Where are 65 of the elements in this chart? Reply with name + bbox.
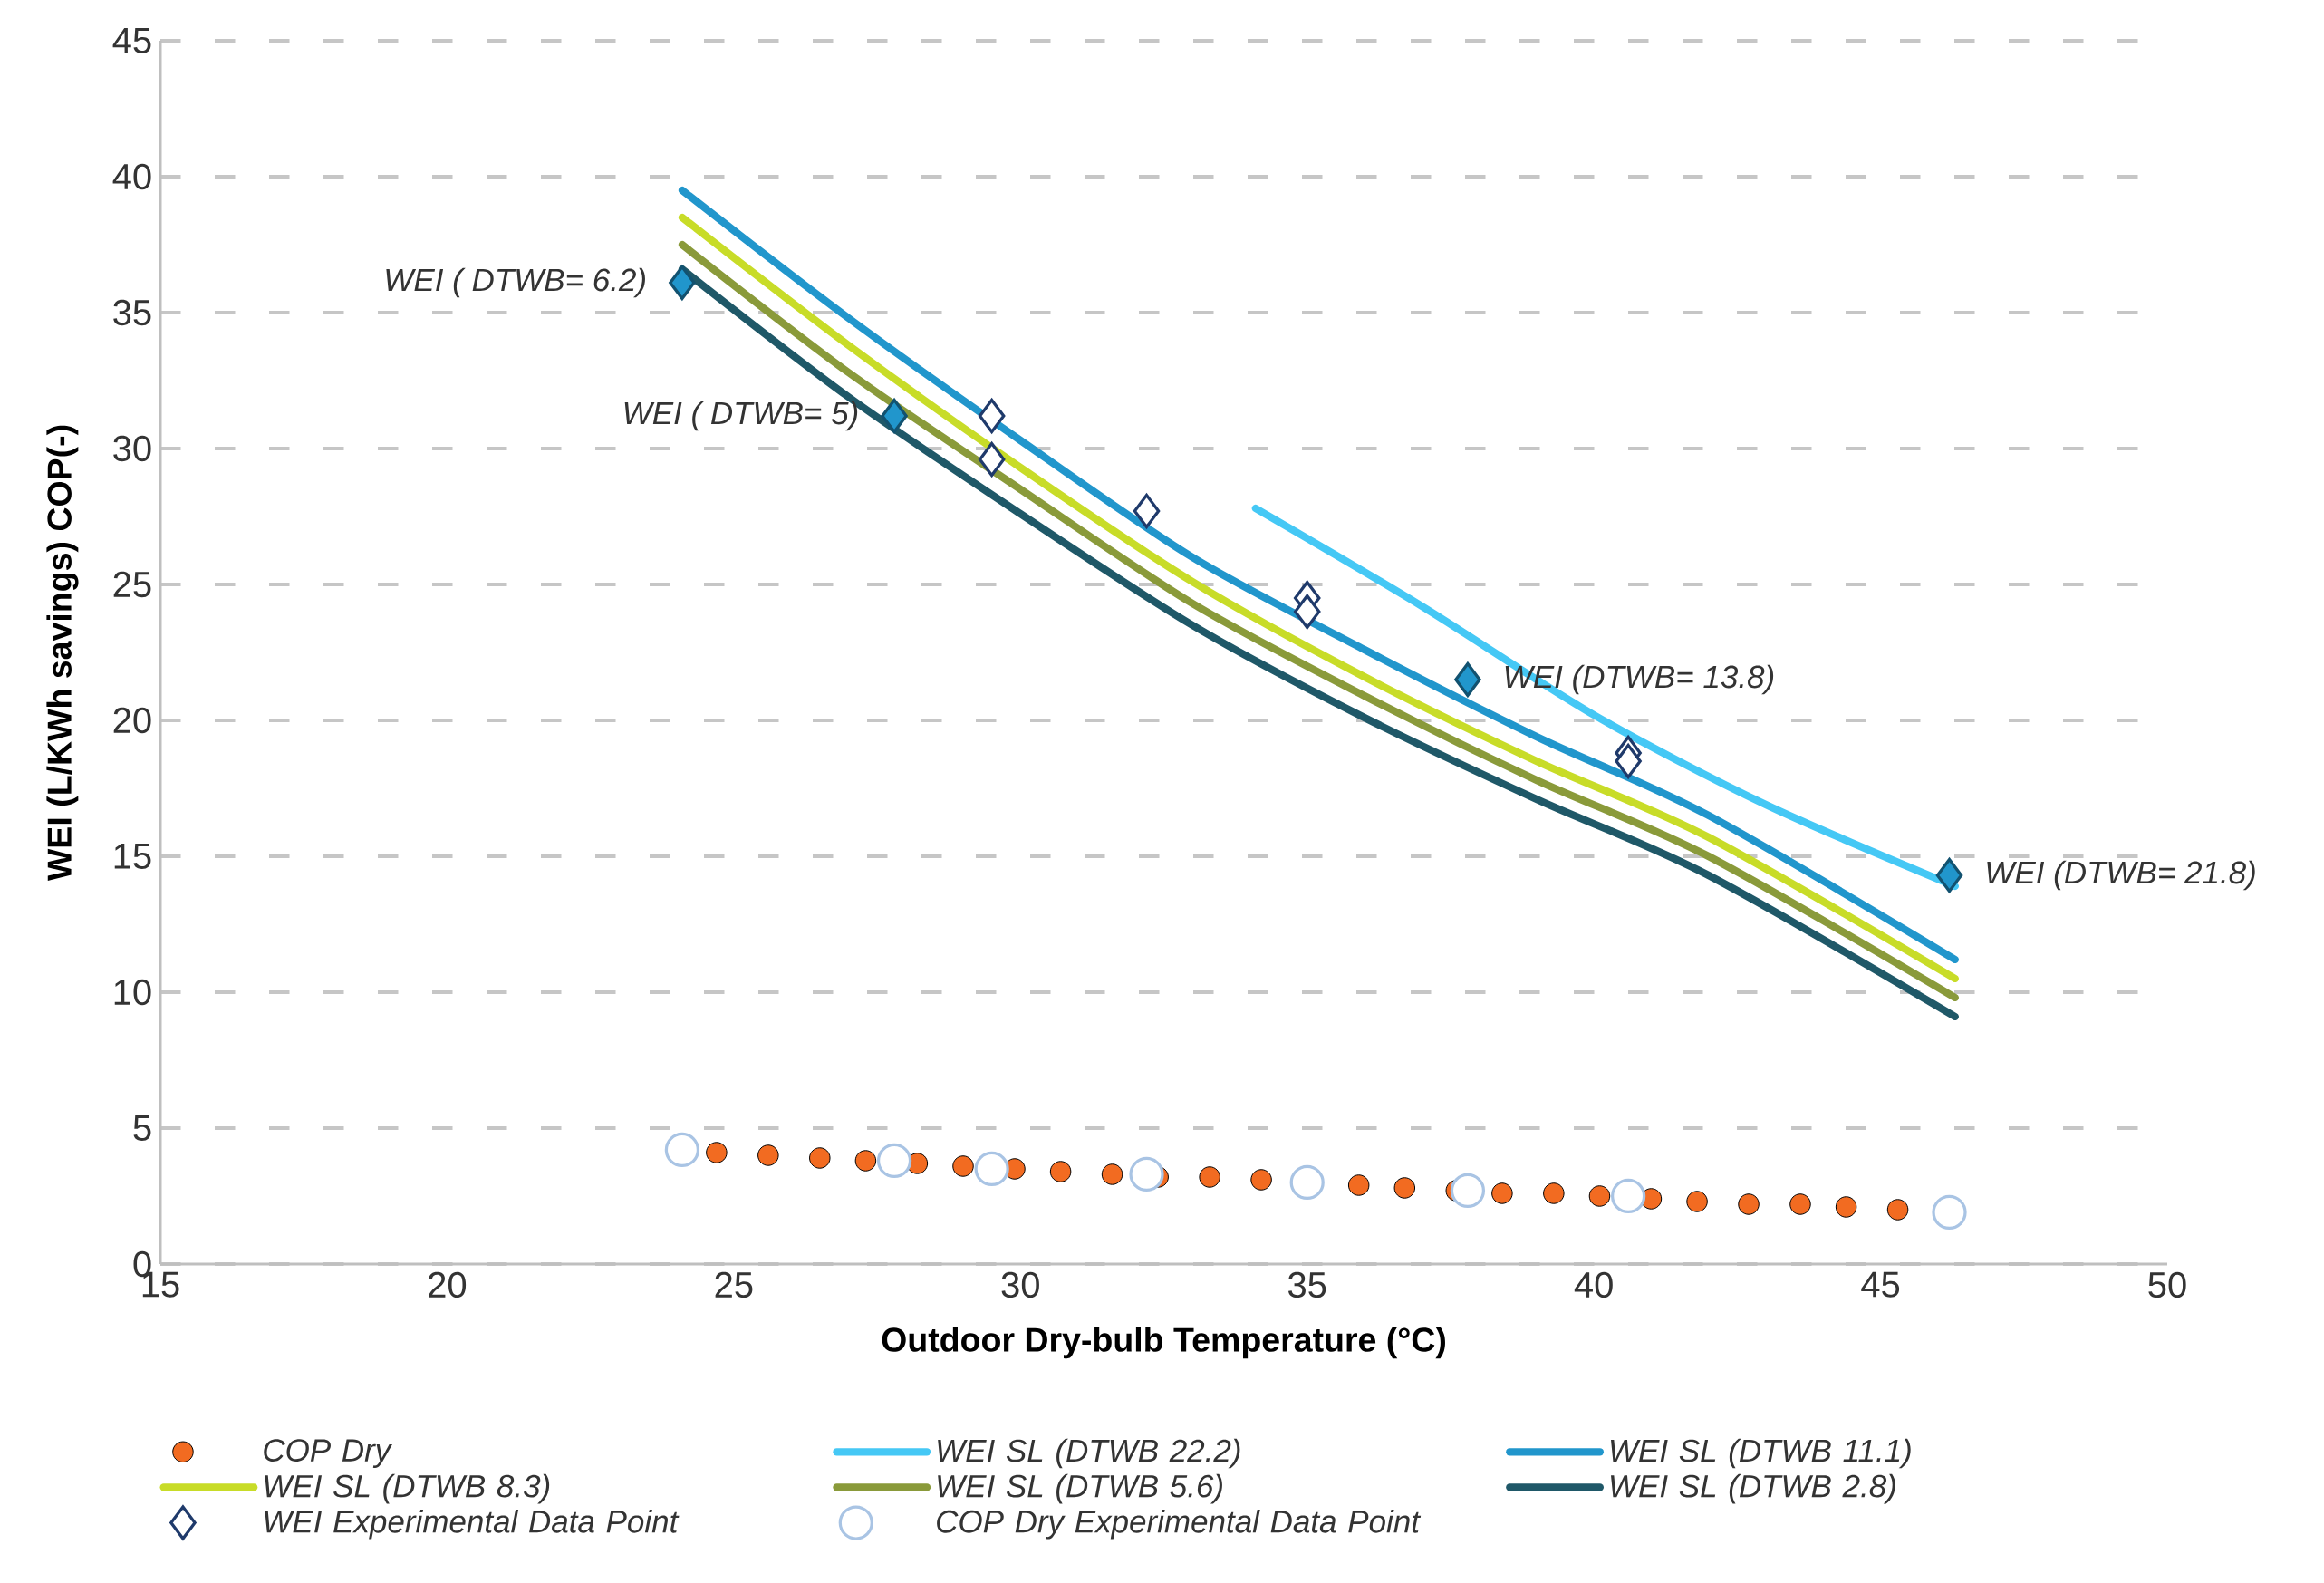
point bbox=[1610, 1178, 1646, 1213]
y-axis-title: WEI (L/KWh savings) COP(-) bbox=[46, 425, 79, 881]
point bbox=[1393, 1177, 1416, 1199]
legend-label: WEI SL (DTWB 22.2) bbox=[938, 1438, 1240, 1469]
point bbox=[1199, 1166, 1220, 1188]
point bbox=[809, 1147, 831, 1169]
legend-label: WEI Experimental Data Point bbox=[265, 1509, 680, 1540]
point bbox=[952, 1155, 974, 1177]
legend-label: WEI SL (DTWB 8.3) bbox=[265, 1473, 550, 1504]
legend-label: WEI SL (DTWB 11.1) bbox=[1611, 1438, 1911, 1469]
y-tick-label: 45 bbox=[112, 27, 151, 53]
point bbox=[1250, 1169, 1272, 1191]
point bbox=[1835, 1196, 1857, 1218]
legend-label: WEI SL (DTWB 2.8) bbox=[1611, 1473, 1895, 1504]
point bbox=[1133, 493, 1161, 528]
legend-label: COP Dry bbox=[264, 1438, 393, 1468]
y-tick-label: 30 bbox=[113, 435, 151, 461]
point bbox=[1347, 1174, 1370, 1196]
point bbox=[876, 1143, 912, 1178]
x-axis-title: Outdoor Dry-bulb Temperature (°C) bbox=[882, 1327, 1445, 1358]
y-tick-label: 5 bbox=[133, 1115, 151, 1141]
point bbox=[881, 398, 908, 433]
point bbox=[1129, 1156, 1164, 1192]
point bbox=[854, 1150, 877, 1172]
point bbox=[757, 1144, 779, 1166]
point bbox=[1454, 661, 1481, 697]
point bbox=[1615, 743, 1642, 778]
point bbox=[1932, 1194, 1967, 1230]
point bbox=[1101, 1163, 1123, 1185]
x-tick-label: 40 bbox=[1574, 1271, 1613, 1298]
point bbox=[1049, 1161, 1072, 1182]
point bbox=[1789, 1193, 1811, 1215]
point bbox=[1588, 1185, 1611, 1207]
annotation: WEI (DTWB= 21.8) bbox=[1987, 860, 2255, 891]
x-tick-label: 50 bbox=[2148, 1271, 2186, 1298]
point bbox=[1686, 1191, 1708, 1212]
x-tick-label: 20 bbox=[429, 1271, 467, 1298]
y-tick-label: 35 bbox=[113, 299, 151, 325]
annotation: WEI ( DTWB= 6.2) bbox=[386, 267, 645, 298]
point bbox=[669, 265, 696, 300]
point bbox=[1543, 1182, 1565, 1204]
point bbox=[1289, 1164, 1325, 1200]
y-tick-label: 40 bbox=[112, 163, 151, 189]
x-tick-label: 45 bbox=[1861, 1271, 1900, 1298]
point bbox=[1293, 594, 1321, 629]
y-tick-label: 15 bbox=[114, 843, 151, 869]
point bbox=[1738, 1193, 1760, 1215]
point bbox=[1450, 1173, 1486, 1208]
annotation: WEI ( DTWB= 5) bbox=[624, 401, 858, 431]
y-tick-label: 20 bbox=[113, 707, 151, 733]
point bbox=[978, 398, 1006, 433]
point bbox=[1886, 1199, 1909, 1221]
x-tick-label: 30 bbox=[1001, 1271, 1039, 1298]
legend-label: WEI SL (DTWB 5.6) bbox=[938, 1473, 1222, 1504]
legend-label: COP Dry Experimental Data Point bbox=[937, 1509, 1422, 1540]
point bbox=[1491, 1182, 1513, 1204]
point bbox=[974, 1151, 1009, 1186]
x-tick-label: 25 bbox=[715, 1271, 753, 1298]
y-tick-label: 10 bbox=[114, 979, 151, 1005]
point bbox=[978, 441, 1006, 477]
point bbox=[706, 1142, 728, 1163]
point bbox=[1935, 857, 1963, 893]
y-tick-label: 25 bbox=[113, 571, 151, 597]
point bbox=[664, 1132, 700, 1167]
x-tick-label: 35 bbox=[1288, 1271, 1326, 1298]
